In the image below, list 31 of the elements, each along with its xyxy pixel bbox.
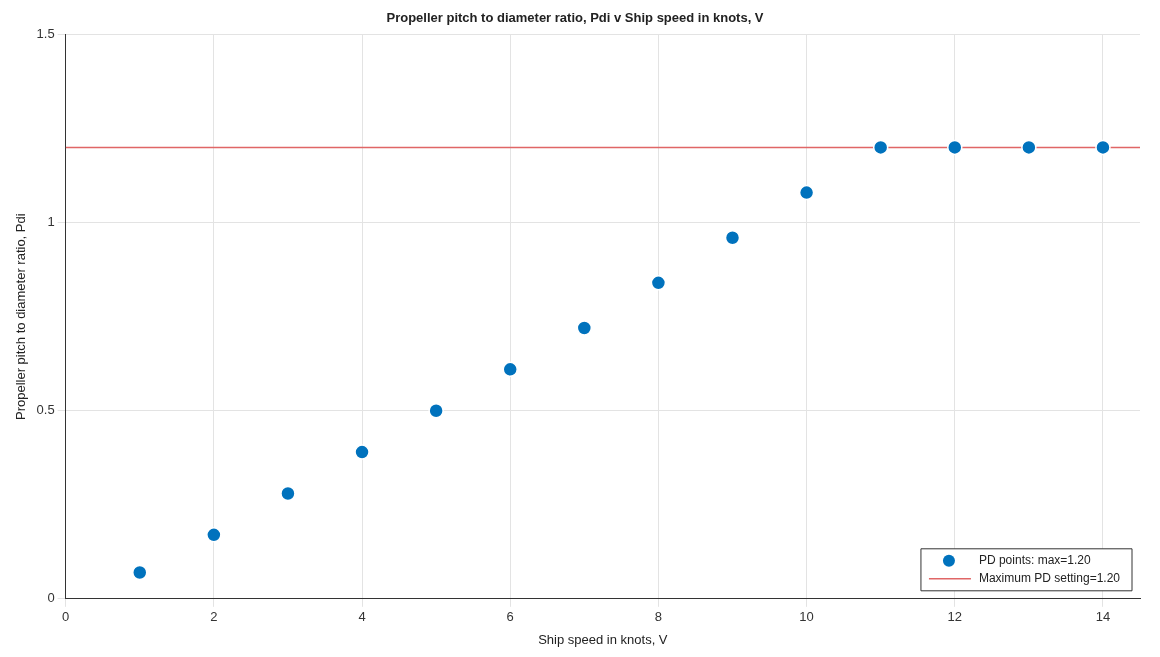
x-tick-label: 12 <box>947 609 963 625</box>
x-tick-label: 0 <box>62 609 70 625</box>
point <box>1095 139 1111 156</box>
x-tick-label: 10 <box>799 609 814 625</box>
x-axis-title: Ship speed in knots, V <box>538 631 668 647</box>
legend-label: PD points: max=1.20 <box>978 553 1091 568</box>
point <box>502 361 518 378</box>
y-tick-label: 0 <box>47 590 55 606</box>
x-tick-label: 4 <box>358 609 366 625</box>
y-tick-label: 1.5 <box>36 26 55 42</box>
point <box>724 229 741 246</box>
point <box>650 275 667 291</box>
point <box>206 527 222 543</box>
point <box>872 139 889 156</box>
point <box>354 444 370 460</box>
x-tick-label: 14 <box>1095 609 1111 625</box>
y-tick-label: 0.5 <box>36 402 55 418</box>
x-tick-label: 8 <box>654 609 663 625</box>
y-axis-title: Propeller pitch to diameter ratio, Pdi <box>13 213 29 421</box>
point <box>280 485 296 502</box>
point <box>798 184 815 201</box>
point <box>132 564 148 581</box>
legend-label: Maximum PD setting=1.20 <box>978 571 1121 586</box>
point <box>576 320 593 336</box>
x-tick-label: 2 <box>210 609 218 625</box>
chart-title: Propeller pitch to diameter ratio, Pdi v Ship speed in knots, V <box>386 10 764 26</box>
point <box>1021 139 1037 156</box>
point <box>428 402 444 419</box>
y-tick-label: 1 <box>47 214 55 230</box>
point <box>947 139 963 156</box>
x-tick-label: 6 <box>506 609 514 625</box>
